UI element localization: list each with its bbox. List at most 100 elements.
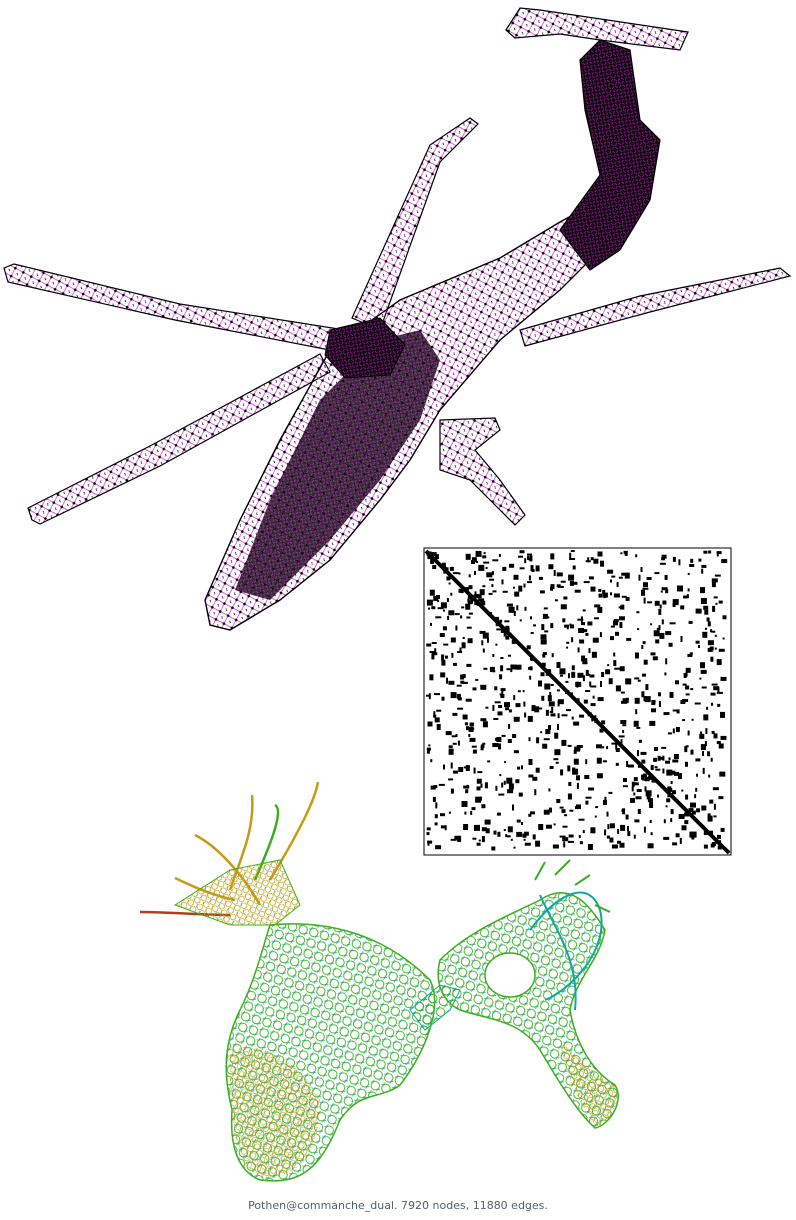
matrix-nonzero-block bbox=[622, 724, 627, 727]
matrix-nonzero-block bbox=[622, 730, 625, 734]
matrix-nonzero-block bbox=[637, 809, 641, 814]
matrix-nonzero-block bbox=[570, 624, 574, 629]
matrix-nonzero-block bbox=[516, 605, 519, 611]
matrix-nonzero-block bbox=[464, 722, 468, 726]
matrix-nonzero-block bbox=[577, 672, 584, 678]
matrix-nonzero-block bbox=[533, 624, 536, 627]
matrix-nonzero-block bbox=[626, 761, 629, 767]
matrix-nonzero-block bbox=[495, 737, 501, 741]
matrix-nonzero-block bbox=[504, 761, 507, 764]
matrix-nonzero-block bbox=[623, 778, 627, 782]
matrix-nonzero-block bbox=[710, 757, 713, 762]
matrix-nonzero-block bbox=[567, 744, 572, 747]
matrix-nonzero-block bbox=[442, 626, 447, 631]
matrix-nonzero-block bbox=[595, 806, 599, 809]
matrix-nonzero-block bbox=[721, 559, 728, 564]
matrix-nonzero-block bbox=[684, 820, 689, 825]
matrix-nonzero-block bbox=[565, 680, 569, 683]
matrix-nonzero-block bbox=[650, 765, 654, 770]
matrix-nonzero-block bbox=[606, 811, 609, 817]
matrix-nonzero-block bbox=[473, 594, 477, 598]
matrix-nonzero-block bbox=[502, 590, 508, 593]
matrix-nonzero-block bbox=[672, 842, 678, 846]
matrix-nonzero-block bbox=[712, 787, 719, 791]
matrix-nonzero-block bbox=[671, 770, 676, 775]
matrix-nonzero-block bbox=[475, 678, 479, 681]
matrix-nonzero-block bbox=[528, 759, 533, 765]
matrix-nonzero-block bbox=[540, 731, 543, 734]
matrix-nonzero-block bbox=[703, 550, 708, 554]
matrix-nonzero-block bbox=[666, 769, 673, 776]
matrix-nonzero-block bbox=[464, 811, 467, 815]
matrix-nonzero-block bbox=[426, 827, 431, 831]
matrix-nonzero-block bbox=[451, 652, 454, 658]
matrix-nonzero-block bbox=[568, 673, 570, 679]
matrix-nonzero-block bbox=[652, 700, 656, 704]
tail-boom bbox=[559, 39, 661, 271]
matrix-nonzero-block bbox=[668, 642, 673, 647]
matrix-nonzero-block bbox=[661, 557, 666, 561]
matrix-nonzero-block bbox=[465, 553, 471, 560]
matrix-nonzero-block bbox=[436, 724, 441, 730]
matrix-nonzero-block bbox=[529, 555, 533, 562]
matrix-nonzero-block bbox=[685, 794, 689, 800]
matrix-nonzero-block bbox=[702, 767, 705, 774]
matrix-nonzero-block bbox=[551, 653, 554, 658]
matrix-nonzero-block bbox=[690, 558, 694, 563]
matrix-nonzero-block bbox=[653, 630, 660, 637]
matrix-nonzero-block bbox=[582, 830, 585, 834]
matrix-nonzero-block bbox=[649, 802, 654, 808]
matrix-nonzero-block bbox=[434, 814, 438, 819]
matrix-nonzero-block bbox=[714, 647, 717, 650]
matrix-nonzero-block bbox=[678, 559, 681, 566]
matrix-nonzero-block bbox=[665, 658, 668, 665]
matrix-nonzero-block bbox=[568, 834, 574, 838]
matrix-nonzero-block bbox=[633, 792, 636, 796]
matrix-nonzero-block bbox=[478, 564, 485, 571]
matrix-nonzero-block bbox=[568, 574, 575, 581]
matrix-nonzero-block bbox=[485, 567, 488, 569]
matrix-nonzero-block bbox=[689, 564, 695, 567]
matrix-nonzero-block bbox=[548, 701, 555, 707]
matrix-nonzero-block bbox=[437, 600, 440, 603]
matrix-nonzero-block bbox=[472, 687, 477, 691]
matrix-nonzero-block bbox=[718, 796, 724, 800]
matrix-nonzero-block bbox=[645, 684, 649, 691]
matrix-nonzero-block bbox=[465, 603, 471, 610]
matrix-nonzero-block bbox=[720, 827, 725, 832]
matrix-nonzero-block bbox=[685, 685, 690, 690]
matrix-nonzero-block bbox=[450, 788, 454, 794]
matrix-nonzero-block bbox=[483, 667, 488, 670]
matrix-nonzero-block bbox=[687, 654, 693, 657]
matrix-nonzero-block bbox=[481, 836, 485, 843]
matrix-nonzero-block bbox=[635, 709, 638, 715]
matrix-nonzero-block bbox=[465, 789, 469, 794]
matrix-nonzero-block bbox=[597, 697, 604, 702]
matrix-nonzero-block bbox=[534, 789, 537, 796]
matrix-nonzero-block bbox=[705, 728, 708, 735]
matrix-nonzero-block bbox=[483, 552, 486, 555]
matrix-nonzero-block bbox=[608, 791, 613, 794]
matrix-nonzero-block bbox=[441, 654, 445, 661]
matrix-nonzero-block bbox=[543, 809, 549, 815]
matrix-nonzero-block bbox=[432, 565, 437, 569]
matrix-nonzero-block bbox=[647, 601, 653, 604]
matrix-nonzero-block bbox=[668, 787, 673, 792]
matrix-nonzero-block bbox=[643, 597, 646, 604]
matrix-nonzero-block bbox=[604, 829, 607, 836]
matrix-nonzero-block bbox=[585, 796, 592, 799]
matrix-nonzero-block bbox=[446, 677, 448, 684]
matrix-nonzero-block bbox=[513, 846, 516, 849]
matrix-nonzero-block bbox=[548, 788, 551, 792]
matrix-nonzero-block bbox=[440, 672, 446, 678]
matrix-nonzero-block bbox=[528, 813, 532, 817]
matrix-nonzero-block bbox=[466, 626, 472, 629]
matrix-nonzero-block bbox=[519, 567, 525, 570]
matrix-nonzero-block bbox=[618, 576, 623, 579]
matrix-nonzero-block bbox=[672, 790, 676, 795]
matrix-nonzero-block bbox=[523, 831, 529, 836]
matrix-nonzero-block bbox=[541, 624, 545, 631]
matrix-nonzero-block bbox=[646, 577, 652, 580]
matrix-nonzero-block bbox=[710, 629, 713, 633]
matrix-nonzero-block bbox=[638, 739, 642, 743]
